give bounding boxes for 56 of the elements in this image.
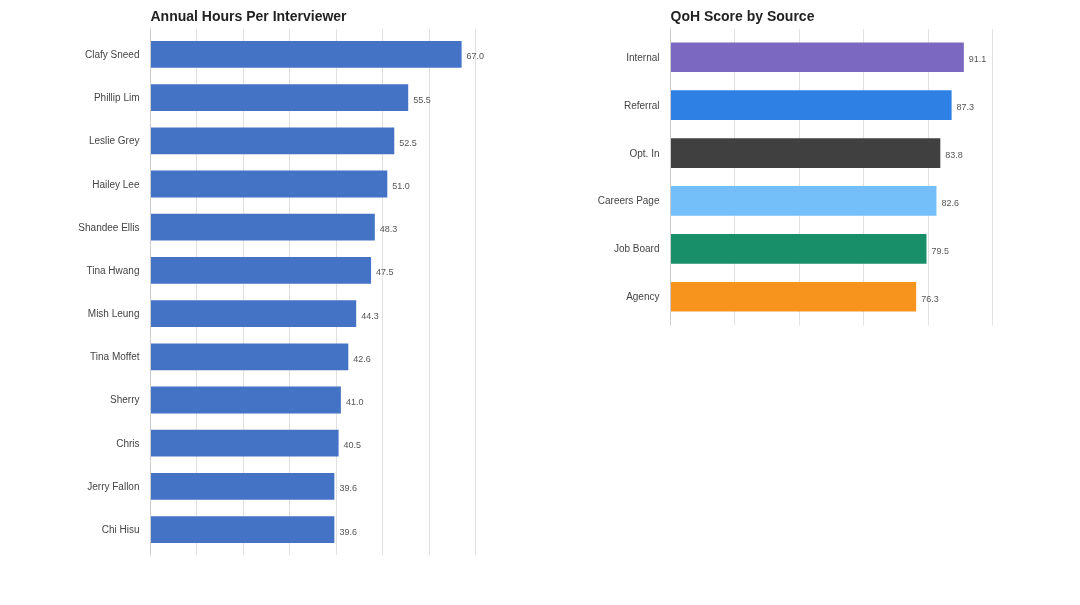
category-label: Chi Hisu [101, 524, 140, 536]
category-label: Internal [626, 51, 660, 63]
data-label: 48.3 [379, 224, 398, 235]
data-label: 39.6 [339, 526, 357, 537]
category-label: Jerry Fallon [87, 480, 140, 492]
category-label: Tina Moffet [90, 351, 140, 363]
bar [150, 343, 349, 371]
data-label: 47.5 [376, 267, 394, 278]
data-label: 82.6 [941, 197, 959, 208]
category-label: Mish Leung [87, 308, 140, 320]
bar [150, 300, 357, 327]
category-label: Hailey Lee [92, 178, 140, 190]
data-label: 44.3 [361, 310, 379, 321]
chart-title: Annual Hours Per Interviewer [150, 7, 348, 24]
category-label: Tina Hwang [86, 264, 140, 276]
category-label: Phillip Lim [93, 92, 140, 104]
data-label: 41.0 [345, 396, 364, 407]
bar [150, 41, 462, 68]
bar [150, 213, 375, 241]
bar [150, 127, 395, 155]
category-label: Leslie Grey [88, 135, 140, 147]
bar [670, 234, 927, 264]
category-label: Shandee Ellis [78, 221, 140, 233]
bar [150, 516, 335, 543]
data-label: 67.0 [466, 51, 485, 62]
bar [150, 170, 388, 198]
bar [150, 472, 335, 500]
bar [150, 257, 372, 284]
category-label: Sherry [110, 394, 140, 406]
data-label: 39.6 [339, 483, 357, 494]
category-label: Job Board [613, 243, 660, 255]
bar [670, 138, 941, 168]
data-label: 51.0 [392, 181, 410, 192]
category-label: Referral [623, 99, 660, 111]
bar [150, 84, 409, 112]
category-label: Clafy Sneed [85, 48, 140, 60]
category-label: Careers Page [597, 195, 660, 207]
data-label: 42.6 [353, 353, 371, 364]
data-label: 83.8 [945, 150, 963, 161]
category-label: Opt. In [629, 147, 660, 159]
data-label: 91.1 [968, 54, 987, 65]
chart-title: QoH Score by Source [670, 7, 815, 24]
data-label: 87.3 [956, 102, 975, 113]
bar [670, 186, 937, 216]
category-label: Agency [626, 291, 660, 303]
data-label: 76.3 [921, 293, 939, 304]
bar [670, 42, 964, 73]
data-label: 55.5 [413, 94, 431, 105]
data-label: 79.5 [931, 245, 950, 256]
bar [150, 386, 341, 414]
bar [670, 90, 952, 120]
data-label: 52.5 [399, 137, 417, 148]
bar [670, 281, 917, 312]
bar [150, 429, 339, 457]
category-label: Chris [116, 437, 140, 449]
data-label: 40.5 [343, 440, 362, 451]
